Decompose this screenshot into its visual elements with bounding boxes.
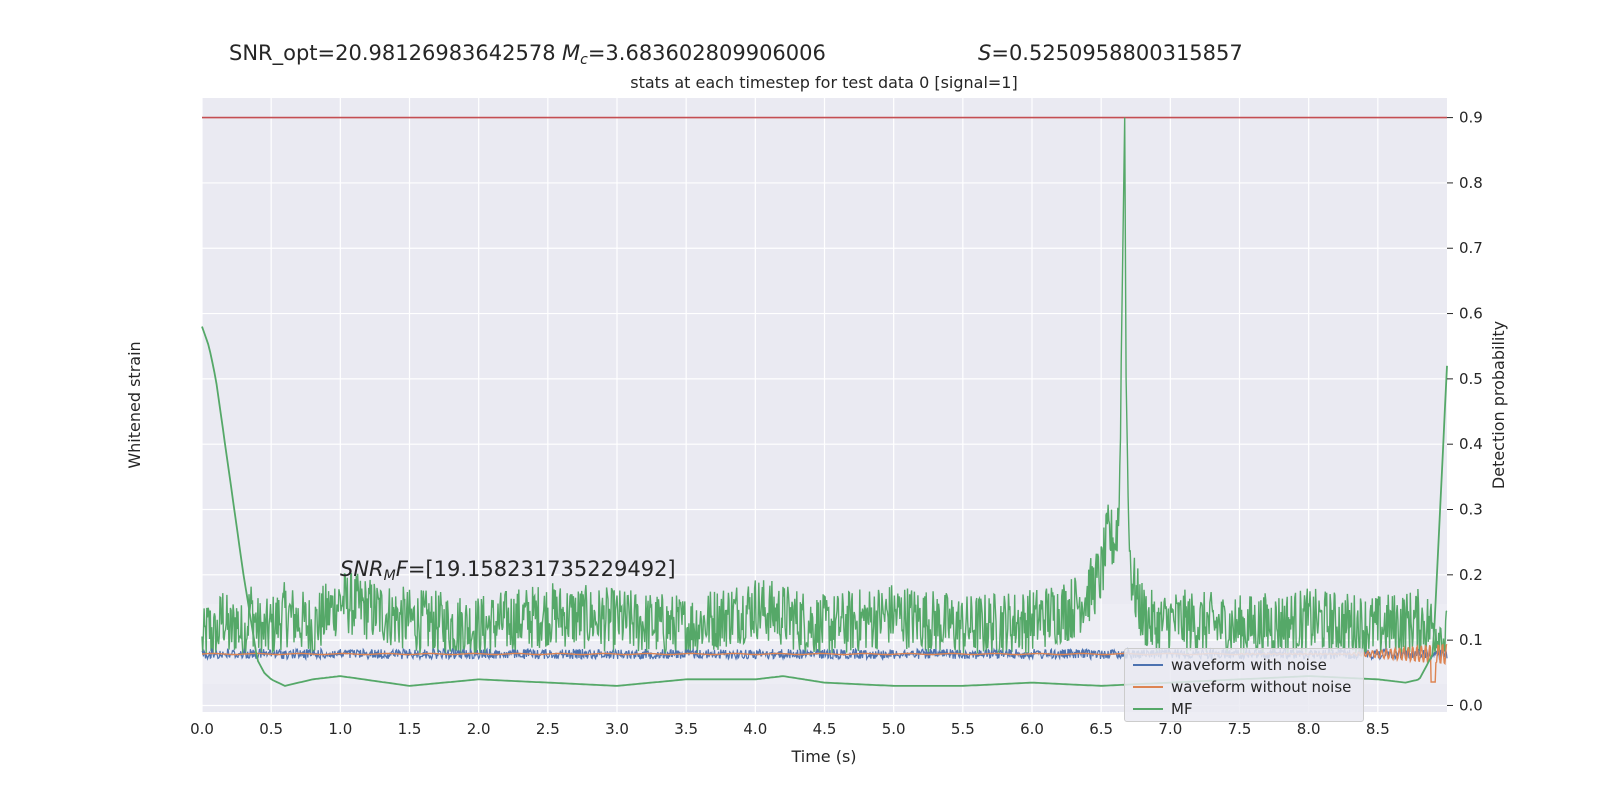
snr-mf-label: SNRMF=[19.158231735229492] <box>340 557 676 584</box>
chart-title: stats at each timestep for test data 0 [… <box>630 73 1017 92</box>
x-tick-label: 0.5 <box>259 720 283 738</box>
y-tick-label: 0.3 <box>1459 501 1483 519</box>
x-tick-label: 2.5 <box>536 720 560 738</box>
snr-mf-subscript: M <box>384 568 396 584</box>
s-stat-value: =0.5250958800315857 <box>991 41 1242 65</box>
x-axis-ticks: 0.0 0.5 1.0 1.5 2.0 2.5 3.0 3.5 4.0 4.5 5.0 5.5 6.0 6… <box>190 720 1390 738</box>
legend-swatch-clean <box>1133 686 1163 688</box>
x-tick-label: 8.5 <box>1366 720 1390 738</box>
detection-probability-line <box>201 117 1448 655</box>
s-stat-label: S=0.5250958800315857 <box>978 41 1243 65</box>
x-tick-label: 8.0 <box>1297 720 1321 738</box>
legend-swatch-noisy <box>1133 664 1163 666</box>
x-tick-label: 6.5 <box>1089 720 1113 738</box>
x-axis-label: Time (s) <box>790 747 856 766</box>
chirp-mass-value: =3.683602809906006 <box>588 41 826 65</box>
y-tick-label: 0.6 <box>1459 305 1483 323</box>
x-tick-label: 7.0 <box>1158 720 1182 738</box>
x-tick-label: 4.0 <box>743 720 767 738</box>
y-tick-label: 0.9 <box>1459 109 1483 127</box>
chirp-mass-label: Mc=3.683602809906006 <box>562 41 826 68</box>
legend-label-noisy: waveform with noise <box>1171 656 1327 674</box>
snr-mf-prefix: SNR <box>340 557 384 581</box>
snr-mf-value: =[19.158231735229492] <box>408 557 676 581</box>
snr-opt-label: SNR_opt=20.98126983642578 <box>229 41 556 66</box>
legend-label-clean: waveform without noise <box>1171 678 1352 696</box>
y-tick-label: 0.7 <box>1459 239 1483 257</box>
legend-label-mf: MF <box>1171 700 1193 718</box>
y-tick-label: 0.2 <box>1459 566 1483 584</box>
y-tick-label: 0.4 <box>1459 435 1483 453</box>
x-tick-label: 2.0 <box>467 720 491 738</box>
x-tick-label: 1.0 <box>328 720 352 738</box>
chirp-mass-subscript: c <box>580 52 588 68</box>
y-tick-label: 0.8 <box>1459 174 1483 192</box>
y-tick-label: 0.5 <box>1459 370 1483 388</box>
right-y-axis-label: Detection probability <box>1489 321 1508 489</box>
x-tick-label: 3.5 <box>674 720 698 738</box>
left-y-axis-label: Whitened strain <box>125 341 144 468</box>
x-tick-label: 4.5 <box>813 720 837 738</box>
x-tick-label: 7.5 <box>1228 720 1252 738</box>
y-tick-label: 0.1 <box>1459 631 1483 649</box>
snr-mf-f: F <box>396 557 409 581</box>
y-tick-label: 0.0 <box>1459 696 1483 714</box>
x-tick-label: 5.0 <box>882 720 906 738</box>
legend-item-noisy: waveform with noise <box>1133 655 1327 675</box>
x-tick-label: 1.5 <box>398 720 422 738</box>
legend-swatch-mf <box>1133 708 1163 710</box>
y-axis-ticks: 0.0 0.1 0.2 0.3 0.4 0.5 0.6 0.7 0.8 0.9 <box>1447 109 1483 714</box>
x-tick-label: 5.5 <box>951 720 975 738</box>
x-tick-label: 0.0 <box>190 720 214 738</box>
s-stat-symbol: S <box>978 41 991 65</box>
x-tick-label: 6.0 <box>1020 720 1044 738</box>
legend-item-mf: MF <box>1133 699 1193 719</box>
legend-item-clean: waveform without noise <box>1133 677 1351 697</box>
x-tick-label: 3.0 <box>605 720 629 738</box>
legend: waveform with noise waveform without noi… <box>1124 648 1364 722</box>
chirp-mass-symbol: M <box>562 41 580 65</box>
